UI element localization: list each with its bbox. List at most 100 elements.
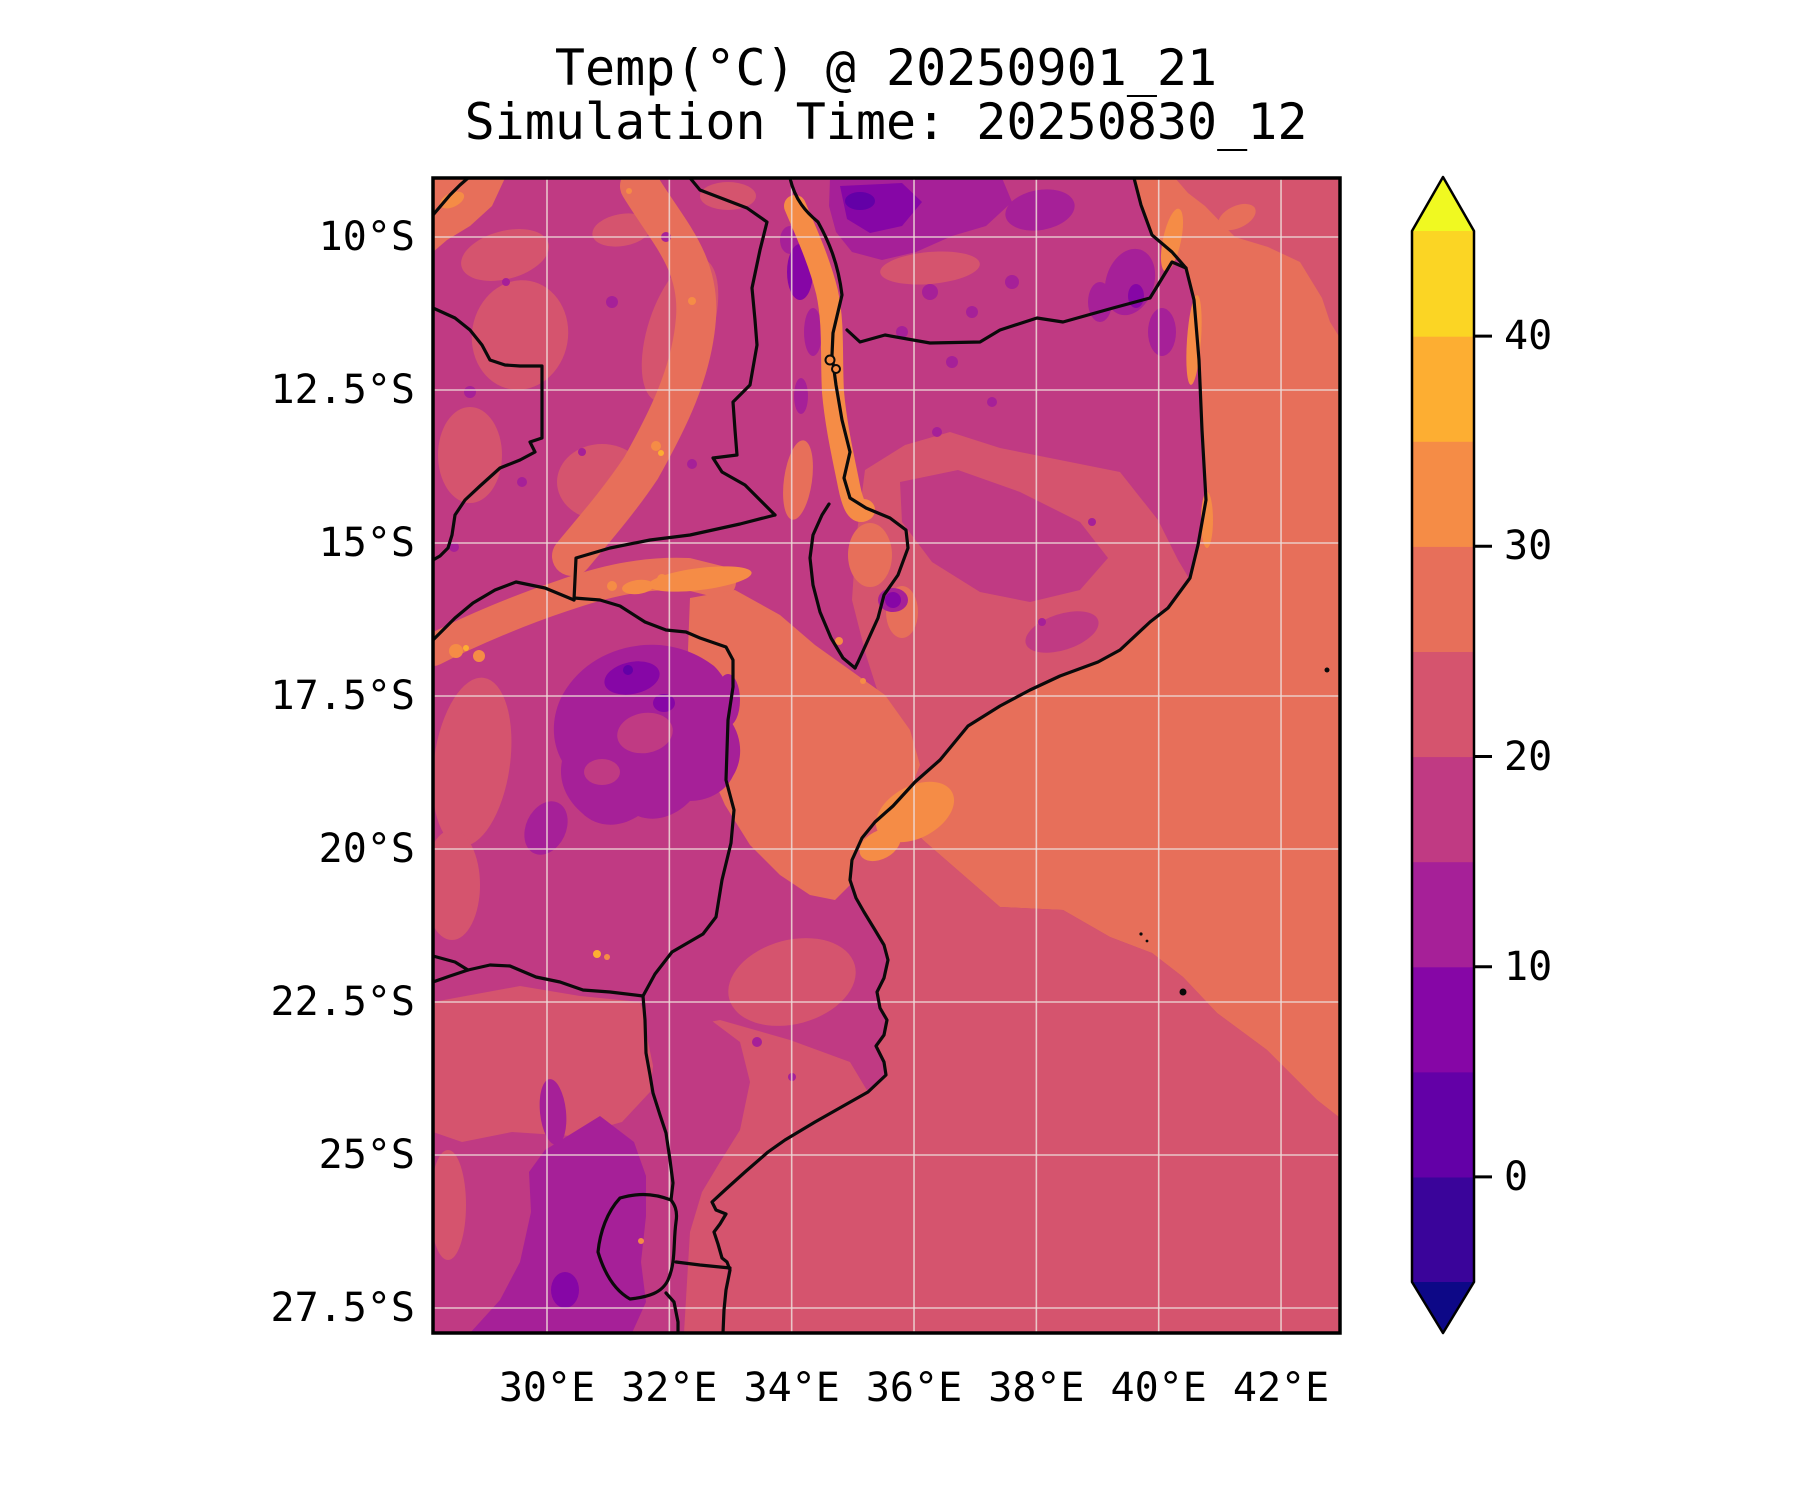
- temp-patch: [804, 308, 822, 356]
- y-tick-label: 25°S: [318, 1132, 415, 1178]
- temp-speck: [578, 448, 586, 456]
- x-tick-label: 30°E: [498, 1365, 596, 1411]
- x-tick-label: 42°E: [1232, 1365, 1330, 1411]
- map-frame: [431, 176, 1342, 1335]
- temp-speck: [463, 645, 469, 651]
- likoma-island: [824, 354, 836, 366]
- colorbar-tick-label: 10: [1504, 943, 1553, 990]
- colorbar-segment: [1412, 336, 1474, 442]
- temp-speck: [1038, 618, 1046, 626]
- temp-speck: [607, 581, 617, 591]
- temp-speck: [604, 954, 610, 960]
- colorbar-segment: [1412, 441, 1474, 547]
- colorbar-tick-label: 0: [1504, 1153, 1529, 1200]
- border-zambia-mozambique: [572, 513, 777, 602]
- warm-specks: [439, 188, 866, 1244]
- colorbar-segment: [1412, 546, 1474, 652]
- x-tick-label: 38°E: [988, 1365, 1085, 1411]
- temp-patch: [1218, 203, 1256, 231]
- y-tick-label: 22.5°S: [270, 979, 416, 1025]
- temp-speck: [966, 306, 978, 318]
- temp-patch: [461, 229, 549, 281]
- coldest-core: [845, 192, 875, 210]
- lake-malawi-warm-strip: [784, 195, 875, 522]
- ocean-fill-north: [893, 178, 1340, 1118]
- border-zambia-malawi: [688, 178, 777, 517]
- delta-warm-patch: [875, 781, 955, 843]
- delta-warm-patch: [859, 828, 901, 862]
- x-tick-label: 36°E: [865, 1365, 963, 1411]
- border-ruvuma-tz-mz: [845, 260, 1188, 345]
- map-fill-layers: [433, 178, 1340, 1333]
- temp-patch: [604, 661, 660, 695]
- lower-zambezi-lowlands: [688, 590, 920, 900]
- island-dot: [1324, 667, 1330, 673]
- colorbar-over-arrow: [1412, 177, 1474, 231]
- temp-patch: [570, 1125, 610, 1211]
- temp-patch: [584, 759, 620, 785]
- border-sa-mz-south: [664, 1291, 680, 1333]
- plot-subtitle: Simulation Time: 20250830_12: [464, 93, 1308, 151]
- border-limpopo-fork: [433, 954, 470, 972]
- island-dot: [1139, 932, 1143, 936]
- temp-speck: [638, 1238, 644, 1244]
- temp-speck: [593, 950, 601, 958]
- temp-speck: [657, 574, 667, 584]
- temp-patch: [433, 986, 656, 1142]
- temp-patch: [617, 712, 673, 754]
- temp-speck: [932, 427, 942, 437]
- temp-patch: [524, 801, 568, 855]
- temp-speck: [622, 579, 654, 595]
- temp-speck: [626, 188, 632, 194]
- y-tick-label: 17.5°S: [270, 673, 416, 719]
- temp-speck: [946, 356, 958, 368]
- temp-speck: [922, 284, 938, 300]
- border-limpopo: [433, 963, 645, 998]
- temp-patch: [433, 677, 512, 847]
- temp-speck: [835, 637, 843, 645]
- temp-speck: [687, 459, 697, 469]
- temp-patch: [848, 523, 892, 587]
- coldest-core: [623, 665, 633, 675]
- y-tick-label: 12.5°S: [270, 367, 416, 413]
- temp-speck: [606, 296, 618, 308]
- colorbar-segment: [1412, 1176, 1474, 1283]
- temp-patch: [1160, 208, 1184, 272]
- temp-speck: [473, 650, 485, 662]
- temp-patch: [551, 1272, 579, 1308]
- ocean-fill-south: [712, 806, 1340, 1333]
- colorbar-tick-label: 20: [1504, 733, 1553, 780]
- temp-patch: [700, 182, 756, 210]
- temp-patch: [794, 378, 808, 414]
- coastline-mozambique: [710, 178, 1208, 1333]
- temp-speck: [987, 397, 997, 407]
- border-malawi-east: [788, 178, 910, 670]
- border-zambia-zimbabwe: [433, 580, 576, 642]
- ocean-islands: [1139, 667, 1330, 996]
- temp-patch: [433, 830, 480, 940]
- colorbar-tick-label: 30: [1504, 523, 1553, 570]
- border-drc-pedicle: [433, 306, 544, 562]
- border-malawi-tail-west: [808, 502, 857, 670]
- temp-speck: [1005, 275, 1019, 289]
- temp-patch: [900, 470, 1108, 602]
- ocean-cool-pocket-ne: [1175, 178, 1340, 338]
- border-zimbabwe-mozambique: [572, 596, 736, 998]
- graticule-gridlines: [433, 178, 1340, 1333]
- temp-patch: [1088, 282, 1112, 322]
- temp-patch: [438, 407, 502, 503]
- temp-speck: [449, 644, 463, 658]
- temp-speck: [658, 450, 664, 456]
- temp-speck: [752, 1037, 762, 1047]
- colorbar-under-arrow: [1412, 1282, 1474, 1333]
- temp-patch: [592, 213, 652, 247]
- chizumulu-island: [831, 364, 841, 374]
- island-dot: [1145, 939, 1149, 943]
- temp-patch: [433, 1150, 466, 1260]
- x-tick-label: 40°E: [1110, 1365, 1207, 1411]
- colorbar-segment: [1412, 1071, 1474, 1178]
- temp-speck: [502, 278, 510, 286]
- colorbar-segment: [1412, 966, 1474, 1073]
- magenta-overlays: [646, 470, 1108, 1333]
